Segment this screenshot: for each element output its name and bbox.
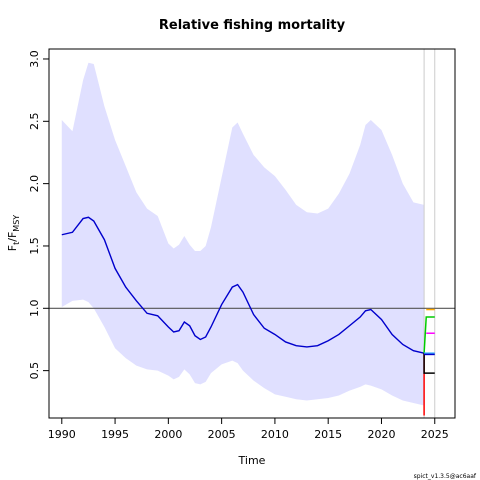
x-axis-label: Time: [238, 454, 266, 467]
y-label-sub2: MSY: [12, 215, 21, 232]
y-tick-label-3: 3.0: [28, 50, 41, 68]
plot-frame: [48, 48, 456, 419]
x-tick-label-2005: 2005: [208, 428, 236, 441]
chart-title: Relative fishing mortality: [159, 18, 346, 33]
confidence-band: [61, 62, 425, 406]
x-tick-label-1990: 1990: [48, 428, 76, 441]
x-tick-label-1995: 1995: [101, 428, 129, 441]
estimate-line: [61, 216, 425, 354]
y-axis-label: Ft/FMSY: [6, 215, 21, 251]
version-footer: spict_v1.3.5@ac6aaf: [413, 473, 476, 480]
x-tick-label-2025: 2025: [421, 428, 449, 441]
x-tick-label-2010: 2010: [261, 428, 289, 441]
forecast-segment-1: [423, 353, 435, 374]
plot-area: [49, 49, 455, 418]
y-label-main: F: [6, 245, 19, 251]
y-tick-label-0.5: 0.5: [28, 362, 41, 380]
x-tick-label-2015: 2015: [314, 428, 342, 441]
x-tick-label-2000: 2000: [154, 428, 182, 441]
y-tick-label-2: 2.0: [28, 175, 41, 193]
y-axis: 0.5 1.0 1.5 2.0 2.5 3.0: [28, 50, 49, 379]
y-label-sub1: t: [12, 242, 21, 245]
x-tick-label-2020: 2020: [367, 428, 395, 441]
y-tick-label-1.5: 1.5: [28, 237, 41, 255]
x-axis: 1990 1995 2000 2005 2010 2015 2020 2025: [48, 418, 449, 441]
y-tick-label-1: 1.0: [28, 300, 41, 318]
y-tick-label-2.5: 2.5: [28, 113, 41, 130]
y-label-sep: /F: [6, 232, 19, 242]
forecast-segment-2: [423, 316, 435, 354]
